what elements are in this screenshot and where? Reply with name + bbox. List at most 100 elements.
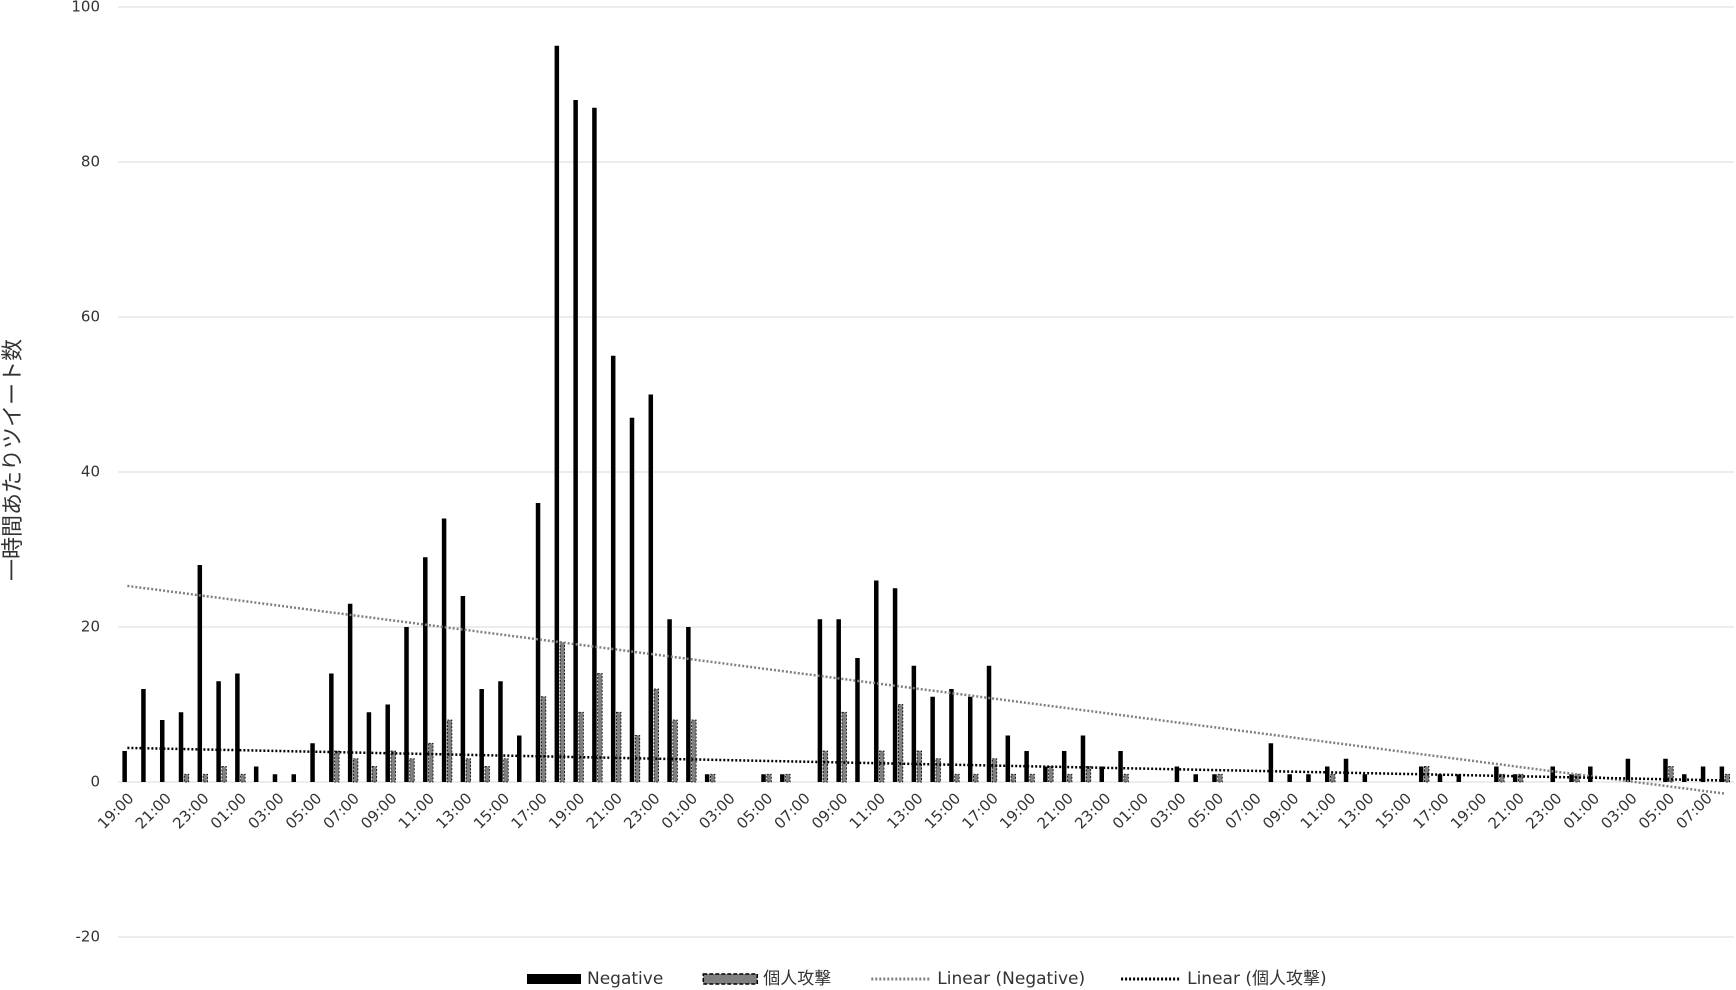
bar xyxy=(1719,766,1725,782)
x-tick-label: 03:00 xyxy=(1146,789,1189,832)
bar xyxy=(202,773,208,783)
bar xyxy=(1048,766,1054,783)
bar xyxy=(460,596,466,782)
bar xyxy=(141,689,146,782)
bar xyxy=(498,681,503,782)
y-tick-label: 40 xyxy=(81,463,100,481)
x-tick-label: 09:00 xyxy=(808,789,851,832)
bar xyxy=(1724,773,1731,783)
x-tick-label: 15:00 xyxy=(921,789,964,832)
bar xyxy=(667,619,672,782)
x-tick-label: 01:00 xyxy=(1560,789,1603,832)
x-tick-label: 21:00 xyxy=(1485,789,1528,832)
bar xyxy=(1362,774,1368,782)
bar xyxy=(578,711,584,783)
x-tick-label: 01:00 xyxy=(207,789,250,832)
bar xyxy=(634,735,641,783)
bar xyxy=(428,742,434,783)
bar xyxy=(855,658,860,782)
x-tick-label: 07:00 xyxy=(1673,789,1716,832)
bar xyxy=(629,417,635,782)
bar xyxy=(761,774,766,782)
bar xyxy=(1024,751,1029,782)
x-tick-label: 09:00 xyxy=(1259,789,1302,832)
x-tick-label: 17:00 xyxy=(508,789,551,832)
bar xyxy=(1330,773,1336,783)
bar xyxy=(1512,774,1518,782)
x-tick-label: 19:00 xyxy=(996,789,1039,832)
bar xyxy=(1343,758,1349,782)
bar xyxy=(1518,773,1524,783)
bar xyxy=(616,711,622,783)
bar xyxy=(1080,735,1086,782)
bar xyxy=(897,704,904,783)
x-tick-label: 07:00 xyxy=(320,789,363,832)
bar xyxy=(240,773,246,783)
bar xyxy=(554,45,560,782)
bar xyxy=(879,750,885,783)
x-tick-label: 11:00 xyxy=(846,789,889,832)
bar xyxy=(822,750,829,783)
bar xyxy=(573,100,578,782)
bar xyxy=(1287,774,1292,782)
y-axis-title: 一時間あたりツイート数 xyxy=(1,339,26,581)
bar xyxy=(1099,766,1105,782)
bar xyxy=(949,689,954,782)
bar xyxy=(1700,766,1706,782)
bar xyxy=(122,751,127,782)
bar xyxy=(1123,773,1129,783)
x-tick-label: 23:00 xyxy=(169,789,212,832)
x-tick-label: 15:00 xyxy=(1372,789,1415,832)
y-tick-label: 80 xyxy=(81,153,100,171)
bar xyxy=(892,588,898,782)
bar xyxy=(535,503,541,782)
x-tick-label: 03:00 xyxy=(1597,789,1640,832)
x-tick-label: 07:00 xyxy=(771,789,814,832)
bar xyxy=(1085,766,1092,783)
bar xyxy=(935,758,941,783)
x-tick-label: 19:00 xyxy=(1447,789,1490,832)
x-tick-label: 13:00 xyxy=(432,789,475,832)
bar xyxy=(1306,774,1311,782)
bar xyxy=(836,619,841,782)
bar xyxy=(1174,766,1180,782)
x-tick-label: 21:00 xyxy=(1034,789,1077,832)
bar xyxy=(1499,773,1505,783)
bar xyxy=(1663,758,1668,782)
bar xyxy=(704,774,710,782)
bar xyxy=(183,773,190,783)
x-tick-label: 01:00 xyxy=(1109,789,1152,832)
bar xyxy=(672,719,678,783)
x-tick-label: 21:00 xyxy=(583,789,626,832)
bar xyxy=(479,689,484,782)
bar xyxy=(404,627,409,782)
bar xyxy=(1437,774,1443,782)
x-tick-label: 09:00 xyxy=(357,789,400,832)
bar xyxy=(446,719,453,783)
bar xyxy=(1212,774,1217,782)
x-tick-label: 13:00 xyxy=(1334,789,1377,832)
x-tick-label: 05:00 xyxy=(733,789,776,832)
x-tick-label: 05:00 xyxy=(1635,789,1678,832)
x-tick-label: 17:00 xyxy=(1409,789,1452,832)
x-tick-label: 03:00 xyxy=(244,789,287,832)
y-tick-label: 20 xyxy=(81,618,100,636)
x-tick-label: 15:00 xyxy=(470,789,513,832)
bar xyxy=(1668,766,1674,783)
x-tick-label: 23:00 xyxy=(620,789,663,832)
bar xyxy=(310,743,315,782)
bar xyxy=(967,696,973,782)
bar xyxy=(1005,735,1011,782)
bar xyxy=(423,557,428,782)
bar xyxy=(916,750,923,783)
x-tick-label: 01:00 xyxy=(658,789,701,832)
bar xyxy=(653,688,659,783)
bar xyxy=(691,719,697,783)
bar xyxy=(441,518,447,782)
legend-swatch xyxy=(527,974,581,984)
bar xyxy=(911,665,917,782)
y-tick-label: 60 xyxy=(81,308,100,326)
x-tick-label: 13:00 xyxy=(883,789,926,832)
bar xyxy=(710,773,716,783)
